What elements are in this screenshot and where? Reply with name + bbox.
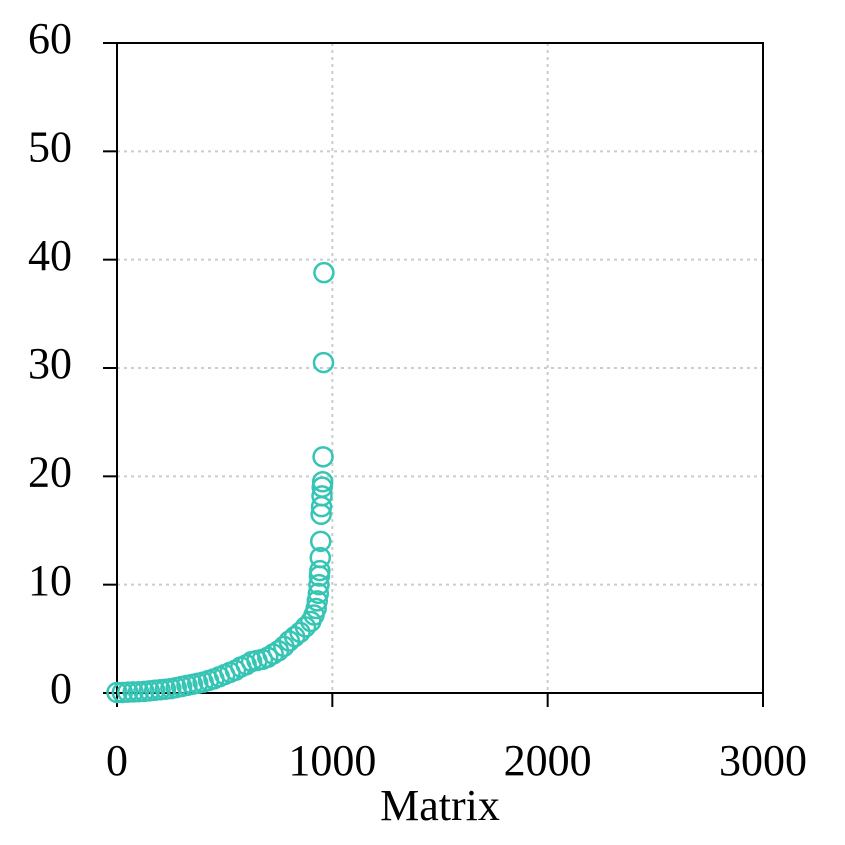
point bbox=[309, 530, 332, 553]
plot-frame bbox=[116, 42, 764, 694]
point bbox=[309, 546, 332, 569]
point bbox=[224, 659, 247, 681]
x-axis-label: Matrix bbox=[380, 781, 500, 830]
point bbox=[311, 485, 333, 507]
point bbox=[262, 643, 284, 665]
point bbox=[309, 559, 331, 582]
point bbox=[306, 590, 329, 612]
y-tick-label: 10 bbox=[28, 556, 72, 605]
point bbox=[308, 573, 330, 596]
y-tick-label: 60 bbox=[28, 14, 72, 63]
y-tick-label: 20 bbox=[28, 447, 72, 496]
x-tick-label: 2000 bbox=[504, 736, 592, 785]
y-tick-label: 0 bbox=[50, 664, 72, 713]
x-tick-label: 1000 bbox=[288, 736, 376, 785]
point bbox=[311, 471, 334, 493]
point bbox=[106, 681, 128, 704]
y-tick-label: 50 bbox=[28, 122, 72, 171]
y-tick-label: 30 bbox=[28, 339, 72, 388]
y-tick-label: 40 bbox=[28, 231, 72, 280]
point bbox=[307, 582, 330, 605]
point bbox=[256, 646, 279, 668]
point bbox=[313, 261, 335, 284]
x-tick-label: 0 bbox=[106, 736, 128, 785]
point bbox=[312, 351, 335, 374]
point bbox=[312, 446, 334, 468]
point bbox=[305, 597, 327, 620]
point bbox=[289, 621, 311, 644]
x-tick-label: 3000 bbox=[719, 736, 807, 785]
